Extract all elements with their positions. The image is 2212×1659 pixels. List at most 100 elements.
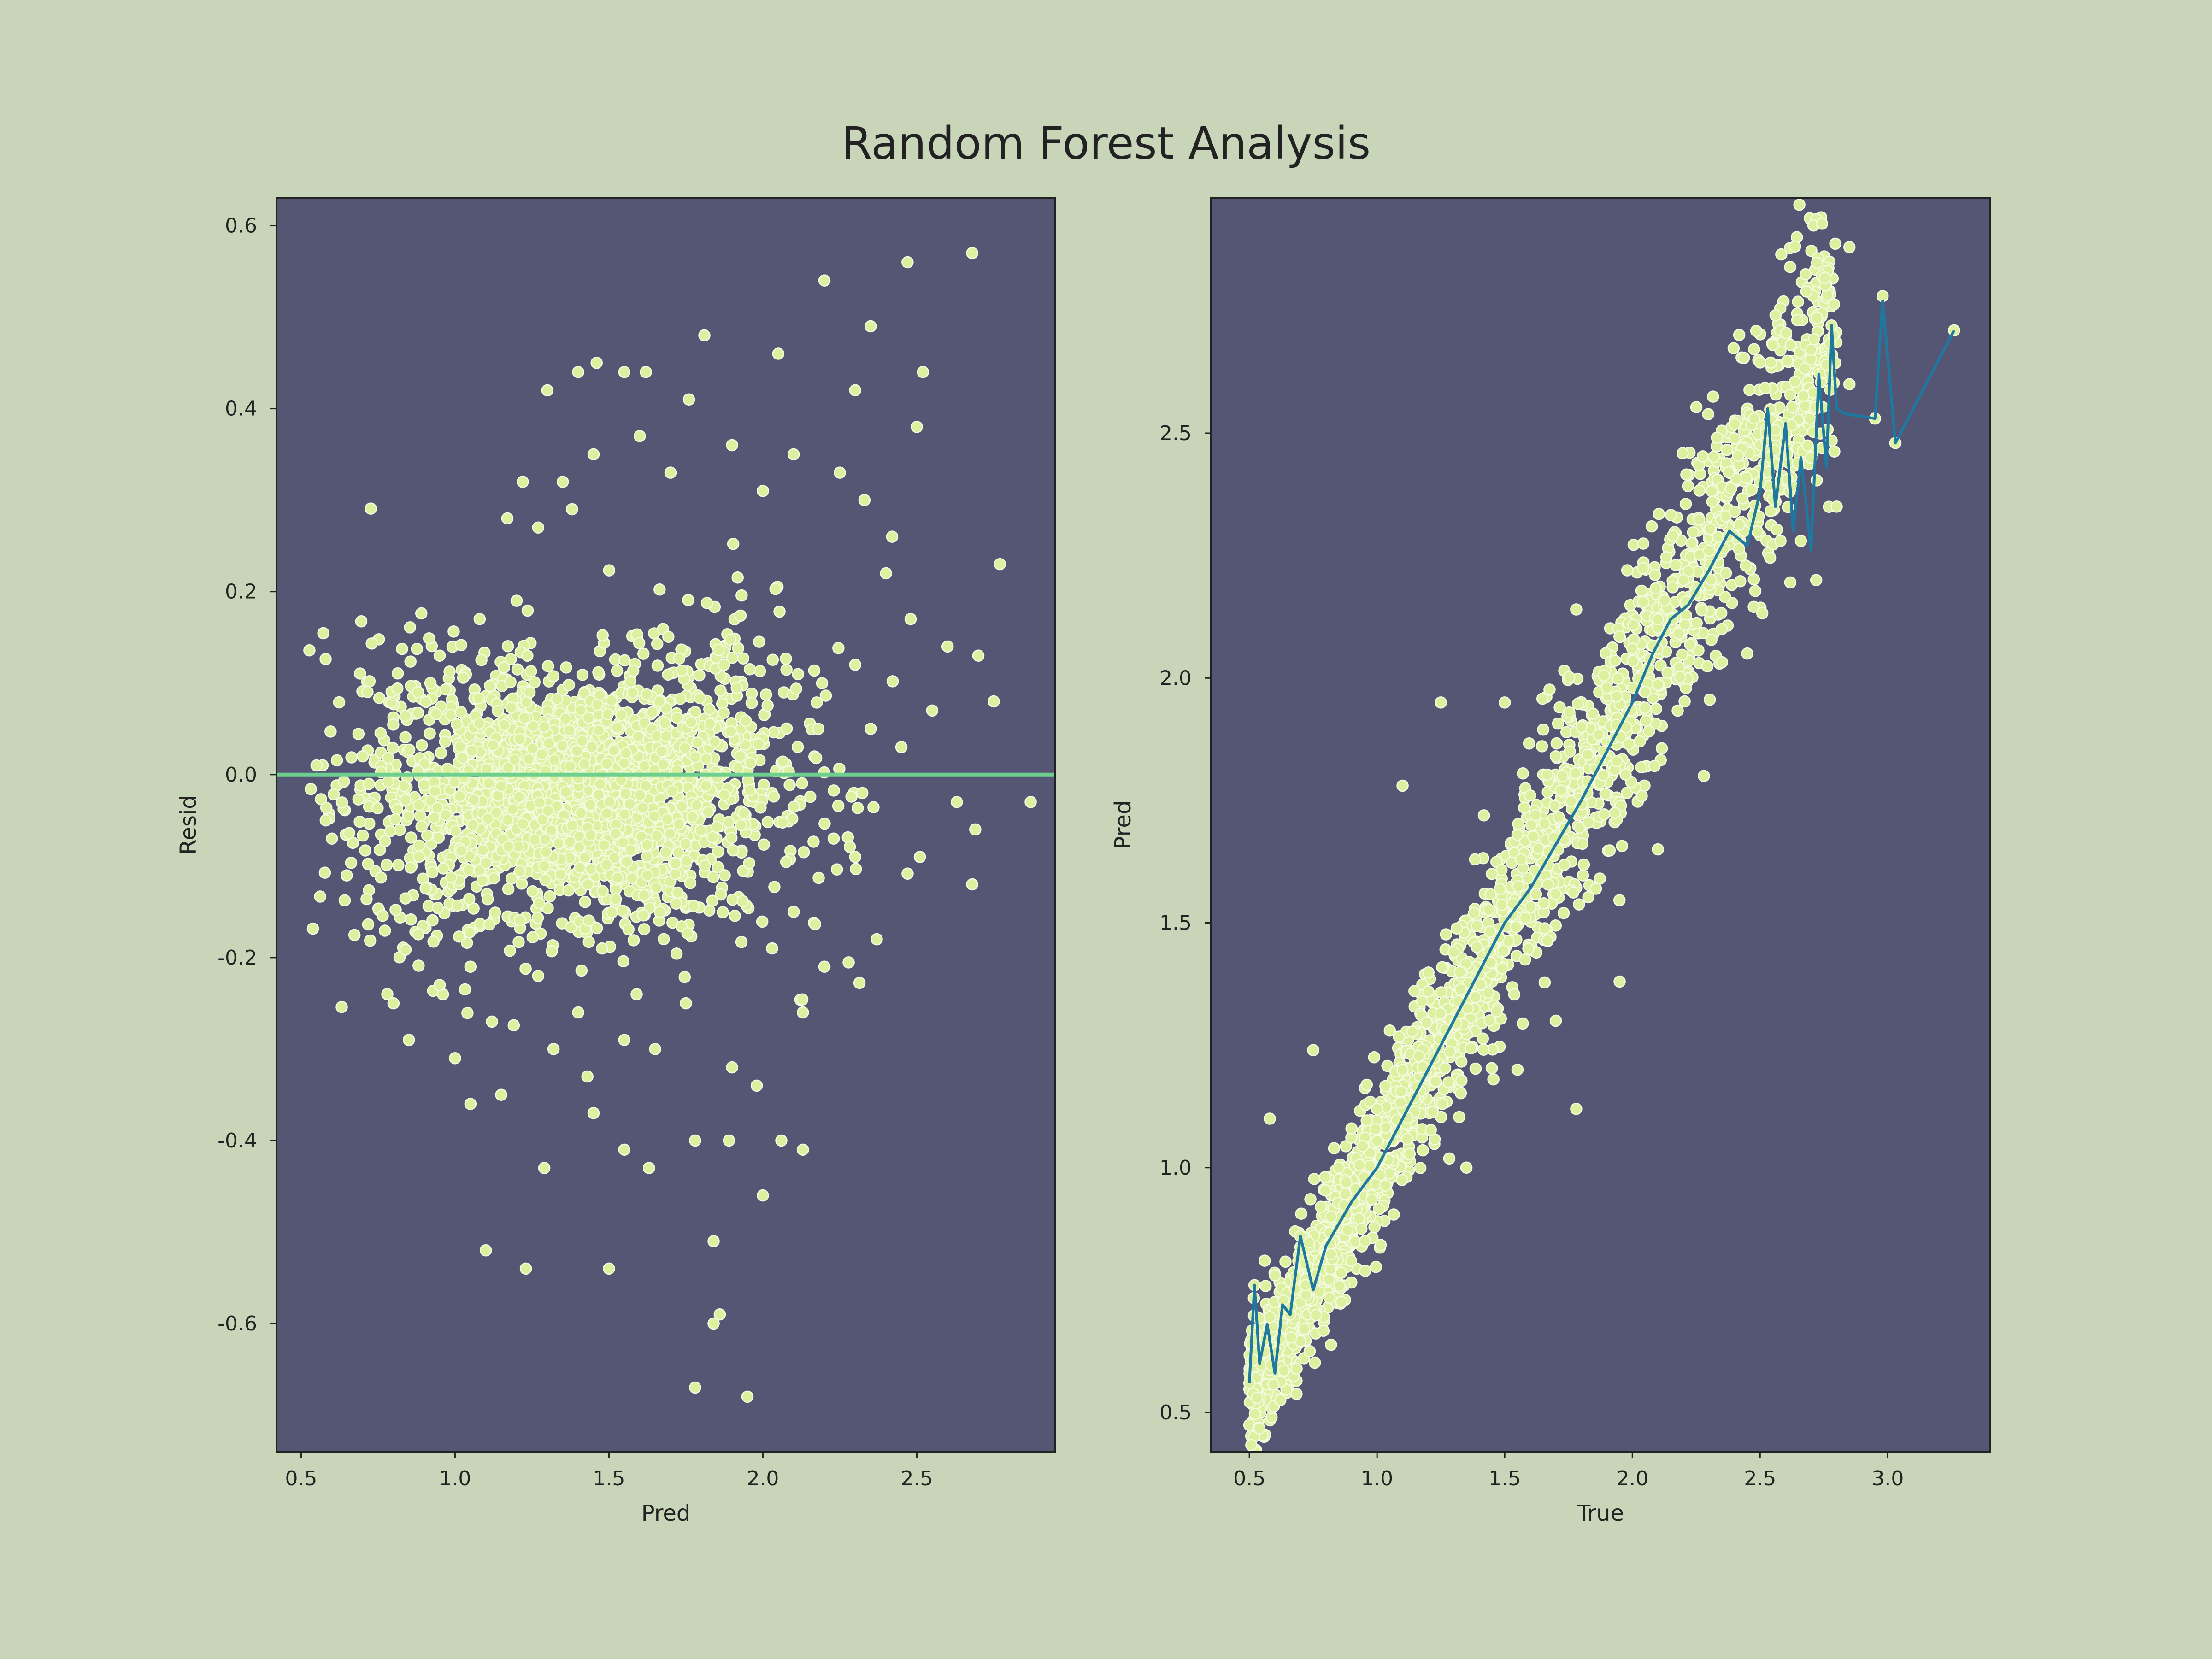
- scatter-point: [445, 871, 458, 884]
- scatter-point: [1653, 508, 1665, 520]
- scatter-point: [853, 977, 866, 989]
- scatter-point: [1721, 443, 1733, 456]
- scatter-point: [1748, 412, 1761, 425]
- scatter-point: [714, 888, 727, 901]
- scatter-point: [441, 762, 454, 775]
- scatter-point: [423, 632, 435, 645]
- scatter-point: [1450, 922, 1463, 935]
- scatter-point: [1565, 795, 1577, 807]
- scatter-point: [735, 935, 748, 948]
- scatter-point: [582, 878, 594, 891]
- scatter-point: [1740, 471, 1753, 484]
- scatter-point: [725, 831, 738, 844]
- scatter-point: [757, 485, 769, 497]
- y-axis-label: Resid: [176, 795, 201, 855]
- scatter-point: [661, 813, 674, 826]
- scatter-point: [843, 841, 856, 853]
- scatter-point: [641, 688, 653, 701]
- scatter-point: [572, 1006, 584, 1019]
- scatter-point: [582, 914, 595, 927]
- scatter-point: [1335, 1296, 1348, 1308]
- scatter-point: [704, 718, 716, 730]
- scatter-point: [466, 744, 478, 757]
- scatter-point: [818, 960, 831, 973]
- scatter-point: [574, 861, 586, 874]
- scatter-point: [1733, 518, 1746, 531]
- scatter-point: [734, 750, 747, 763]
- scatter-point: [689, 751, 701, 764]
- scatter-point: [505, 653, 517, 665]
- scatter-point: [743, 784, 756, 796]
- scatter-point: [345, 751, 358, 764]
- scatter-point: [637, 909, 650, 922]
- scatter-point: [554, 868, 567, 881]
- scatter-point: [528, 676, 541, 688]
- scatter-point: [566, 819, 578, 832]
- y-tick-label: -0.6: [218, 1312, 257, 1335]
- scatter-point: [355, 615, 368, 628]
- scatter-point: [1635, 790, 1648, 802]
- scatter-point: [502, 883, 515, 895]
- scatter-point: [637, 647, 650, 660]
- scatter-point: [1298, 1323, 1311, 1335]
- scatter-point: [556, 739, 569, 752]
- scatter-point: [1519, 953, 1531, 966]
- scatter-point: [1786, 400, 1799, 413]
- scatter-point: [1737, 352, 1750, 364]
- scatter-point: [380, 859, 393, 871]
- scatter-point: [1680, 468, 1693, 481]
- scatter-point: [1517, 767, 1529, 780]
- scatter-point: [612, 871, 624, 884]
- scatter-point: [585, 863, 597, 875]
- scatter-point: [1274, 1394, 1287, 1406]
- scatter-point: [1784, 260, 1796, 273]
- scatter-point: [325, 832, 338, 845]
- scatter-point: [619, 788, 632, 800]
- scatter-point: [1394, 1096, 1407, 1109]
- scatter-point: [689, 1381, 701, 1394]
- scatter-point: [1732, 449, 1745, 462]
- scatter-point: [1693, 484, 1706, 497]
- scatter-point: [783, 779, 796, 791]
- scatter-point: [690, 799, 703, 812]
- scatter-point: [488, 872, 500, 885]
- scatter-point: [1639, 686, 1652, 698]
- scatter-point: [702, 806, 715, 818]
- scatter-point: [492, 705, 504, 717]
- scatter-point: [420, 695, 432, 708]
- scatter-point: [1645, 520, 1658, 533]
- scatter-point: [575, 964, 588, 977]
- scatter-point: [1548, 800, 1561, 812]
- scatter-point: [502, 840, 515, 853]
- scatter-point: [1706, 495, 1719, 508]
- scatter-point: [630, 988, 643, 1000]
- scatter-point: [743, 857, 755, 870]
- scatter-point: [1791, 314, 1804, 326]
- scatter-point: [627, 665, 640, 677]
- scatter-point: [1393, 1030, 1405, 1043]
- scatter-point: [671, 712, 683, 724]
- scatter-point: [382, 752, 394, 765]
- scatter-point: [315, 793, 327, 806]
- scatter-point: [454, 706, 467, 718]
- scatter-point: [634, 788, 647, 801]
- scatter-point: [563, 679, 575, 691]
- scatter-point: [659, 846, 672, 859]
- scatter-point: [1800, 285, 1813, 298]
- scatter-point: [482, 812, 494, 825]
- scatter-point: [761, 816, 774, 828]
- plot-frame: [276, 197, 1056, 1453]
- scatter-point: [808, 664, 821, 677]
- scatter-point: [1665, 509, 1677, 521]
- scatter-point: [632, 730, 645, 743]
- scatter-point: [571, 745, 583, 757]
- scatter-point: [1650, 702, 1662, 715]
- scatter-point: [757, 1189, 769, 1202]
- scatter-point: [1543, 683, 1556, 696]
- scatter-point: [603, 564, 616, 577]
- scatter-point: [834, 466, 846, 479]
- scatter-point: [426, 914, 439, 927]
- scatter-point: [722, 816, 735, 828]
- scatter-point: [735, 819, 747, 831]
- scatter-point: [1359, 1265, 1371, 1277]
